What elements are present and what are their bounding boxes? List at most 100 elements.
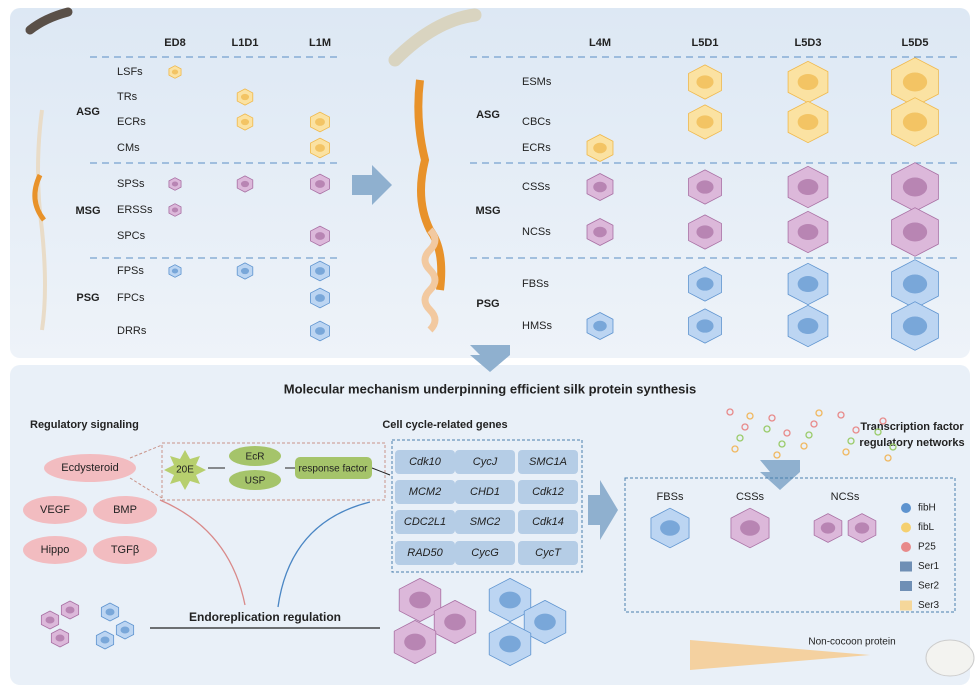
nucleus (797, 317, 819, 335)
factor (93, 536, 157, 564)
nucleus (171, 181, 179, 187)
legend-icon (901, 503, 911, 513)
nucleus (171, 268, 179, 274)
response: response factor (299, 464, 369, 475)
network-node (847, 437, 855, 445)
nucleus (797, 178, 819, 196)
legend-icon (900, 561, 912, 572)
nucleus (740, 520, 760, 536)
group-label: MSG (75, 205, 100, 217)
factor-label: BMP (113, 504, 137, 516)
nucleus (499, 635, 521, 653)
cell-type: CSSs (736, 491, 765, 503)
network-node (879, 417, 887, 425)
nucleus (902, 72, 928, 92)
connector (129, 477, 163, 499)
row-label: NCSs (522, 226, 551, 238)
section-title: Molecular mechanism underpinning efficie… (284, 381, 696, 396)
ligand: 20E (176, 465, 194, 476)
legend-icon (900, 581, 912, 591)
nucleus (315, 180, 325, 188)
factor-label: VEGF (40, 504, 70, 516)
legend-label: fibH (918, 503, 936, 514)
nucleus (854, 522, 870, 534)
legend-label: Ser2 (918, 581, 940, 592)
row-label: FBSs (522, 278, 549, 290)
nucleus (696, 115, 714, 129)
process-label: Endoreplication regulation (189, 610, 341, 624)
row-label: HMSs (522, 320, 552, 332)
nucleus (902, 274, 928, 294)
row-label: CMs (117, 142, 140, 154)
nucleus (593, 226, 607, 238)
nucleus (171, 69, 179, 75)
arrow (588, 480, 618, 540)
gene: RAD50 (407, 547, 443, 559)
nucleus (696, 225, 714, 239)
nucleus (315, 294, 325, 302)
gene-box (518, 541, 578, 565)
network-node (800, 442, 808, 450)
factor (93, 496, 157, 524)
factor-label: Hippo (41, 544, 70, 556)
gene-box (518, 480, 578, 504)
group-label: MSG (475, 205, 500, 217)
nucleus (240, 93, 250, 101)
row-label: LSFs (117, 66, 143, 78)
nucleus (315, 144, 325, 152)
row-label: CSSs (522, 181, 551, 193)
row-label: TRs (117, 91, 138, 103)
gland (421, 227, 439, 333)
gene: CDC2L1 (404, 516, 446, 528)
gene-box (391, 439, 583, 573)
row-label: FPSs (117, 265, 144, 277)
group-label: ASG (476, 109, 500, 121)
larva (388, 8, 482, 67)
factor-label: Ecdysteroid (61, 462, 118, 474)
network-node (805, 431, 813, 439)
nucleus (404, 633, 426, 651)
nucleus (100, 636, 110, 644)
section-title: Cell cycle-related genes (382, 419, 507, 431)
gene-box (395, 480, 455, 504)
arrow (277, 501, 371, 608)
legend-icon (901, 522, 911, 533)
legend-label: Ser3 (918, 600, 940, 611)
network-node (837, 411, 845, 419)
legend-label: fibL (918, 522, 935, 533)
nucleus (696, 75, 714, 89)
network-node (783, 429, 791, 437)
gene-box (395, 541, 455, 565)
tf-box (624, 477, 956, 613)
group-label: PSG (76, 292, 99, 304)
network-node (731, 445, 739, 453)
network-node (778, 440, 786, 448)
arrow (352, 165, 392, 205)
nucleus (797, 223, 819, 241)
row-label: ECRs (117, 116, 146, 128)
cocoon (925, 639, 975, 677)
column-header: L1D1 (232, 37, 259, 49)
gene-box (455, 480, 515, 504)
nucleus (593, 181, 607, 193)
receptor (229, 470, 281, 490)
gene: CHD1 (470, 486, 500, 498)
nucleus (534, 613, 556, 631)
arrow (760, 460, 800, 490)
factor (23, 496, 87, 524)
network-node (815, 409, 823, 417)
row-label: ECRs (522, 142, 551, 154)
nucleus (240, 180, 250, 188)
nucleus (499, 591, 521, 609)
network-node (741, 423, 749, 431)
network-node (736, 434, 744, 442)
gene: CycG (471, 547, 499, 559)
nucleus (660, 520, 680, 536)
nucleus (902, 112, 928, 132)
arrow (371, 467, 391, 476)
row-label: SPCs (117, 230, 146, 242)
gene-box (455, 541, 515, 565)
nucleus (315, 267, 325, 275)
group-label: PSG (476, 298, 499, 310)
